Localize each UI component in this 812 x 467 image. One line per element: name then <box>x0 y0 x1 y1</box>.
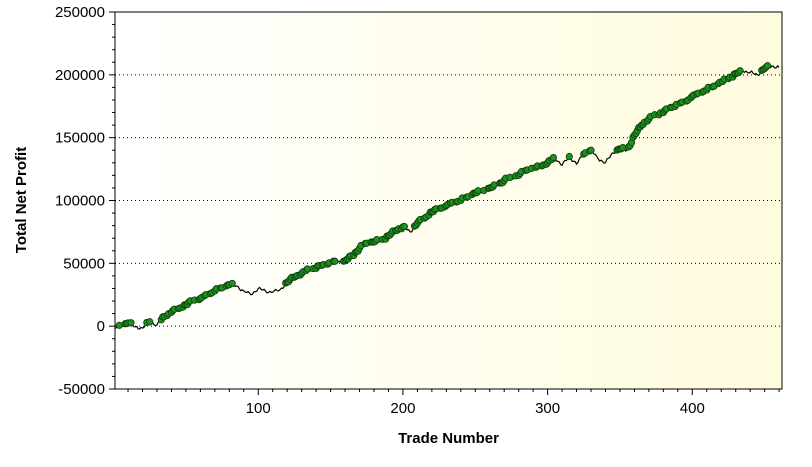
new-high-marker <box>228 279 236 288</box>
new-high-marker <box>763 62 772 70</box>
y-axis-title: Total Net Profit <box>13 147 30 253</box>
new-high-markers <box>115 62 772 329</box>
x-tick-label: 400 <box>680 400 705 417</box>
x-axis-title: Trade Number <box>398 430 499 447</box>
new-high-marker <box>127 319 135 327</box>
y-tick-label: 100000 <box>55 193 105 210</box>
new-high-marker <box>146 318 154 326</box>
new-high-marker <box>736 67 744 75</box>
y-tick-label: 0 <box>97 318 105 335</box>
x-tick-label: 300 <box>535 400 560 417</box>
new-high-marker <box>565 152 573 161</box>
y-axis-ticks: -50000 0 50000 100000 150000 200000 250000 <box>55 4 115 398</box>
new-high-marker <box>587 146 595 154</box>
new-high-marker <box>619 144 627 152</box>
new-high-marker <box>549 153 557 162</box>
plot-frame <box>114 11 783 390</box>
y-tick-label: 150000 <box>55 130 105 147</box>
y-tick-label: 200000 <box>55 67 105 84</box>
y-tick-label: 250000 <box>55 4 105 21</box>
y-tick-label: -50000 <box>58 381 105 398</box>
new-high-marker <box>331 257 339 265</box>
x-axis-ticks: 100 200 300 400 <box>127 389 780 417</box>
x-tick-label: 100 <box>246 400 271 417</box>
x-tick-label: 200 <box>390 400 415 417</box>
new-high-marker <box>115 321 123 329</box>
new-high-marker <box>506 173 514 182</box>
new-high-marker <box>400 222 408 231</box>
y-tick-label: 50000 <box>63 255 105 272</box>
